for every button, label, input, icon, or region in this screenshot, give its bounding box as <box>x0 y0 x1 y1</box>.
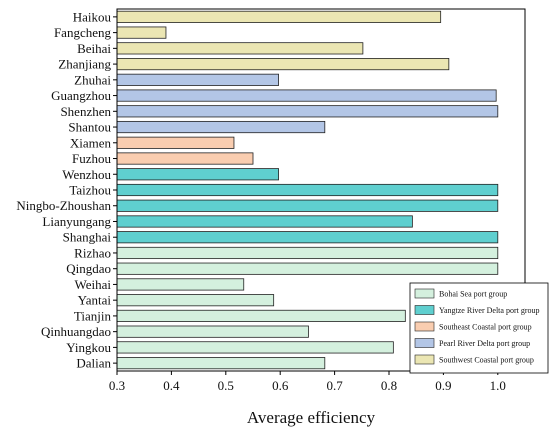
bar-wenzhou <box>116 168 279 181</box>
category-label: Zhuhai <box>74 72 111 87</box>
category-label: Wenzhou <box>62 167 111 182</box>
bar-shantou <box>116 120 326 134</box>
legend-label: Southeast Coastal port group <box>439 323 532 332</box>
category-label: Lianyungang <box>42 214 111 229</box>
legend-swatch <box>414 288 435 299</box>
legend-label: Bohai Sea port group <box>439 290 507 299</box>
category-label: Dalian <box>76 356 111 371</box>
legend-label: Pearl River Delta port group <box>439 339 530 348</box>
bar-shenzhen <box>116 105 499 118</box>
x-tick-label: 0.6 <box>272 378 289 393</box>
legend-swatch <box>414 354 435 365</box>
legend-swatch <box>414 321 435 332</box>
bar-beihai <box>116 42 364 55</box>
category-label: Ningbo-Zhoushan <box>16 198 111 213</box>
category-label: Shenzhen <box>60 104 111 119</box>
legend: Bohai Sea port group Yangtze River Delta … <box>409 282 549 374</box>
x-tick-label: 0.4 <box>163 378 180 393</box>
bar-haikou <box>116 10 442 23</box>
category-labels: HaikouFangchengBeihaiZhanjiangZhuhaiGuan… <box>16 9 117 371</box>
category-label: Fangcheng <box>54 25 112 40</box>
bar-qingdao <box>116 262 499 275</box>
x-tick-label: 0.9 <box>435 378 451 393</box>
category-label: Fuzhou <box>72 151 112 166</box>
category-label: Rizhao <box>74 245 111 260</box>
x-tick-label: 0.3 <box>109 378 125 393</box>
bar-fuzhou <box>116 152 254 165</box>
bar-weihai <box>116 278 245 291</box>
bar-zhanjiang <box>116 58 450 71</box>
bar-dalian <box>116 357 326 370</box>
category-label: Haikou <box>73 9 112 24</box>
category-label: Qinhuangdao <box>41 324 111 339</box>
bar-fangcheng <box>116 26 167 39</box>
bar-xiamen <box>116 136 235 149</box>
category-label: Weihai <box>75 277 112 292</box>
category-label: Yingkou <box>66 340 111 355</box>
x-tick-label: 0.8 <box>381 378 397 393</box>
x-tick-label: 1.0 <box>490 378 506 393</box>
category-label: Zhanjiang <box>58 57 111 72</box>
plot-frame <box>116 8 526 372</box>
category-label: Shantou <box>68 120 111 135</box>
category-label: Beihai <box>77 41 111 56</box>
bar-ningbo-zhoushan <box>116 199 499 212</box>
x-tick-label: 0.5 <box>218 378 234 393</box>
category-label: Tianjin <box>74 308 112 323</box>
legend-swatch <box>414 338 435 348</box>
bar-shanghai <box>116 231 499 244</box>
x-axis-title: Average efficiency <box>247 408 376 427</box>
x-tick-label: 0.7 <box>326 378 343 393</box>
category-label: Guangzhou <box>51 88 111 103</box>
bar-rizhao <box>116 246 499 260</box>
category-label: Qingdao <box>66 261 111 276</box>
bar-tianjin <box>116 309 406 322</box>
bar-qinhuangdao <box>116 325 309 338</box>
bar-yantai <box>116 294 275 307</box>
bar-lianyungang <box>116 215 413 228</box>
x-axis-ticks: 0.3 0.4 0.5 0.6 0.7 0.8 0.9 1.0 <box>109 371 506 393</box>
category-label: Shanghai <box>63 230 112 245</box>
bars-layer <box>116 10 499 370</box>
category-label: Taizhou <box>69 183 111 198</box>
category-label: Xiamen <box>70 135 112 150</box>
category-label: Yantai <box>78 293 112 308</box>
legend-label: Southwest Coastal port group <box>439 356 534 365</box>
bar-taizhou <box>116 183 499 197</box>
legend-label: Yangtze River Delta port group <box>439 306 540 315</box>
bar-zhuhai <box>116 73 279 86</box>
bar-guangzhou <box>116 89 497 102</box>
bar-yingkou <box>116 341 394 354</box>
legend-swatch <box>414 305 435 315</box>
